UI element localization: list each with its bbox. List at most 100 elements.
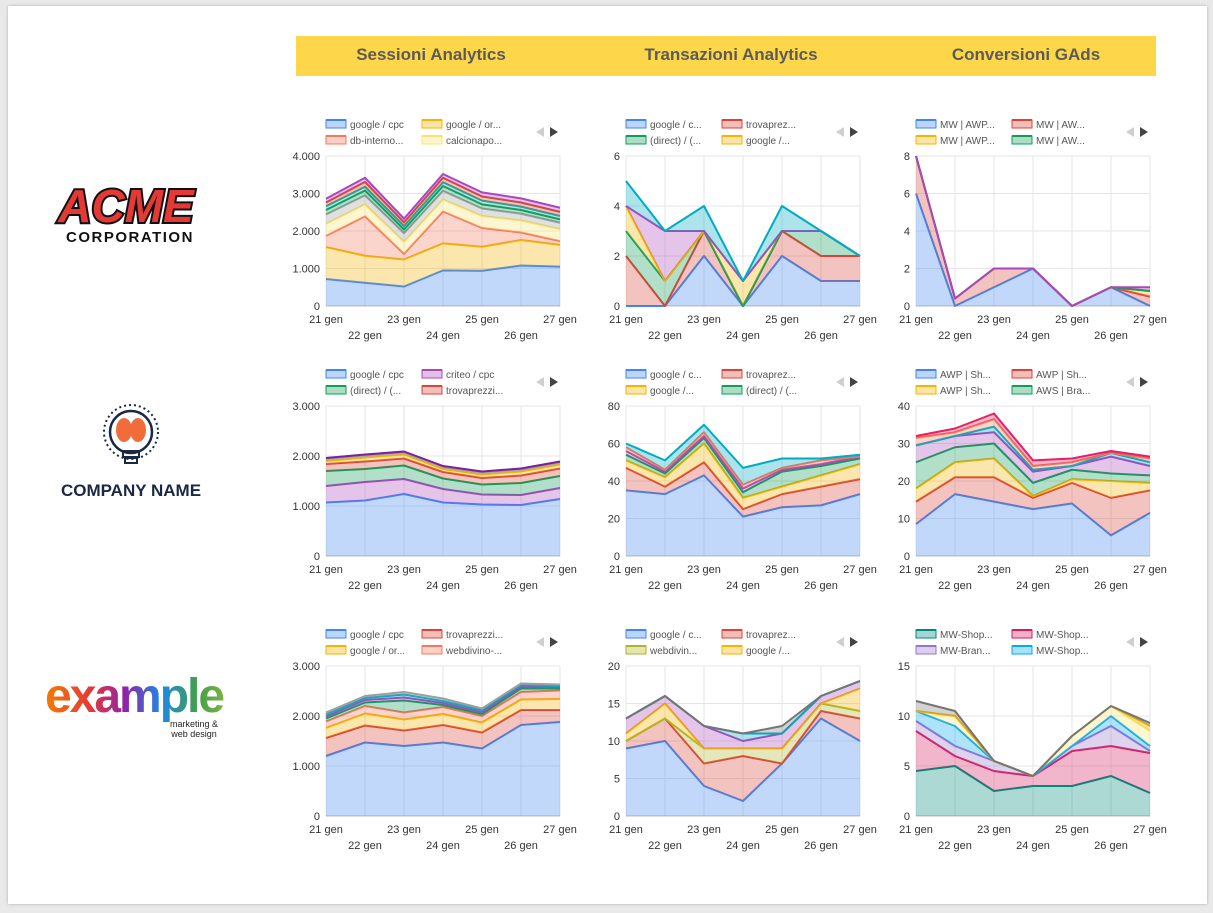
chart-series-group — [915, 412, 1151, 556]
legend-next-arrow-icon[interactable] — [850, 637, 858, 647]
y-tick-label: 4 — [614, 201, 620, 213]
legend-next-arrow-icon[interactable] — [850, 377, 858, 387]
legend-label: trovaprez... — [746, 370, 796, 381]
legend-label: (direct) / (... — [650, 136, 701, 147]
chart-legend: google / c... trovaprez... webdivin... goog… — [625, 629, 796, 657]
legend-swatch — [325, 385, 347, 395]
x-tick-label: 27 gen — [1133, 564, 1167, 576]
series-area-4 — [626, 688, 860, 749]
legend-label: AWP | Sh... — [940, 386, 991, 397]
legend-swatch — [625, 119, 647, 129]
y-tick-label: 0 — [614, 551, 620, 563]
legend-prev-arrow-icon[interactable] — [836, 637, 844, 647]
example-logo-graphic: example marketing & web design — [45, 670, 226, 739]
y-tick-label: 1.000 — [292, 264, 320, 276]
x-tick-label: 25 gen — [465, 314, 499, 326]
series-area-4 — [626, 206, 860, 306]
x-tick-label: 23 gen — [687, 824, 721, 836]
legend-swatch — [421, 629, 443, 639]
y-tick-label: 0 — [614, 301, 620, 313]
legend-label: trovaprez... — [746, 120, 796, 131]
legend-next-arrow-icon[interactable] — [850, 127, 858, 137]
legend-next-arrow-icon[interactable] — [550, 377, 558, 387]
chart-7: 0 1.000 2.000 3.000 21 gen 22 gen 23 gen 24 gen… — [292, 629, 577, 852]
legend-swatch — [1011, 369, 1033, 379]
series-line-4 — [325, 198, 561, 243]
legend-prev-arrow-icon[interactable] — [836, 127, 844, 137]
x-tick-label: 24 gen — [1016, 840, 1050, 852]
x-tick-label: 27 gen — [543, 314, 577, 326]
y-tick-label: 2.000 — [292, 226, 320, 238]
legend-prev-arrow-icon[interactable] — [1126, 127, 1134, 137]
chart-series-group — [625, 180, 861, 307]
column-title-transactions: Transazioni Analytics — [644, 45, 818, 64]
chart-legend: AWP | Sh... AWP | Sh... AWP | Sh... AWS | B… — [915, 369, 1090, 397]
legend-prev-arrow-icon[interactable] — [536, 637, 544, 647]
y-tick-label: 40 — [608, 476, 620, 488]
series-area-2 — [916, 731, 1150, 793]
legend-swatch — [421, 119, 443, 129]
x-tick-label: 26 gen — [504, 330, 538, 342]
x-tick-label: 27 gen — [543, 824, 577, 836]
series-line-4 — [325, 689, 561, 723]
legend-next-arrow-icon[interactable] — [1140, 637, 1148, 647]
x-tick-label: 22 gen — [938, 840, 972, 852]
x-tick-label: 24 gen — [426, 330, 460, 342]
y-tick-label: 30 — [898, 439, 910, 451]
y-tick-label: 10 — [898, 711, 910, 723]
legend-swatch — [721, 385, 743, 395]
legend-prev-arrow-icon[interactable] — [1126, 637, 1134, 647]
legend-swatch — [721, 645, 743, 655]
legend-next-arrow-icon[interactable] — [1140, 127, 1148, 137]
series-area-2 — [626, 462, 860, 517]
legend-swatch — [915, 135, 937, 145]
legend-next-arrow-icon[interactable] — [550, 637, 558, 647]
y-tick-label: 20 — [898, 476, 910, 488]
series-line-8 — [325, 682, 561, 714]
legend-swatch — [421, 135, 443, 145]
company-logo-graphic: COMPANY NAME — [61, 404, 201, 500]
legend-next-arrow-icon[interactable] — [550, 127, 558, 137]
series-area-1 — [626, 718, 860, 816]
series-line-5 — [625, 435, 861, 490]
header-band — [296, 36, 1156, 76]
legend-swatch — [625, 369, 647, 379]
acme-logo-graphic: ACME CORPORATION — [55, 178, 197, 246]
series-line-2 — [325, 478, 561, 496]
legend-next-arrow-icon[interactable] — [1140, 377, 1148, 387]
legend-label: AWS | Bra... — [1036, 386, 1090, 397]
series-area-2 — [326, 479, 560, 505]
legend-label: MW-Shop... — [940, 630, 993, 641]
x-tick-label: 26 gen — [504, 840, 538, 852]
series-area-4 — [326, 199, 560, 254]
legend-label: MW-Bran... — [940, 646, 990, 657]
series-area-4 — [916, 443, 1150, 496]
legend-label: google / or... — [446, 120, 501, 131]
y-tick-label: 0 — [904, 551, 910, 563]
series-area-3 — [326, 465, 560, 495]
x-tick-label: 26 gen — [1094, 330, 1128, 342]
series-line-4 — [625, 436, 861, 494]
series-line-1 — [325, 264, 561, 288]
legend-prev-arrow-icon[interactable] — [1126, 377, 1134, 387]
x-tick-label: 25 gen — [1055, 314, 1089, 326]
x-tick-label: 27 gen — [543, 564, 577, 576]
legend-prev-arrow-icon[interactable] — [536, 377, 544, 387]
y-tick-label: 2 — [614, 251, 620, 263]
y-tick-label: 10 — [898, 514, 910, 526]
legend-label: MW | AWP... — [940, 120, 995, 131]
legend-prev-arrow-icon[interactable] — [836, 377, 844, 387]
series-area-5 — [326, 190, 560, 242]
legend-label: google / or... — [350, 646, 405, 657]
chart-series-group — [325, 682, 561, 816]
series-area-5 — [916, 706, 1150, 776]
legend-prev-arrow-icon[interactable] — [536, 127, 544, 137]
chart-6: 0 10 20 30 40 21 gen 22 gen 23 gen 24 gen 25 gen 2… — [898, 369, 1167, 592]
series-area-3 — [326, 211, 560, 260]
x-tick-label: 25 gen — [465, 564, 499, 576]
x-tick-label: 22 gen — [938, 330, 972, 342]
series-area-4 — [326, 458, 560, 485]
x-tick-label: 27 gen — [1133, 824, 1167, 836]
legend-swatch — [421, 645, 443, 655]
series-line-6 — [325, 685, 561, 718]
